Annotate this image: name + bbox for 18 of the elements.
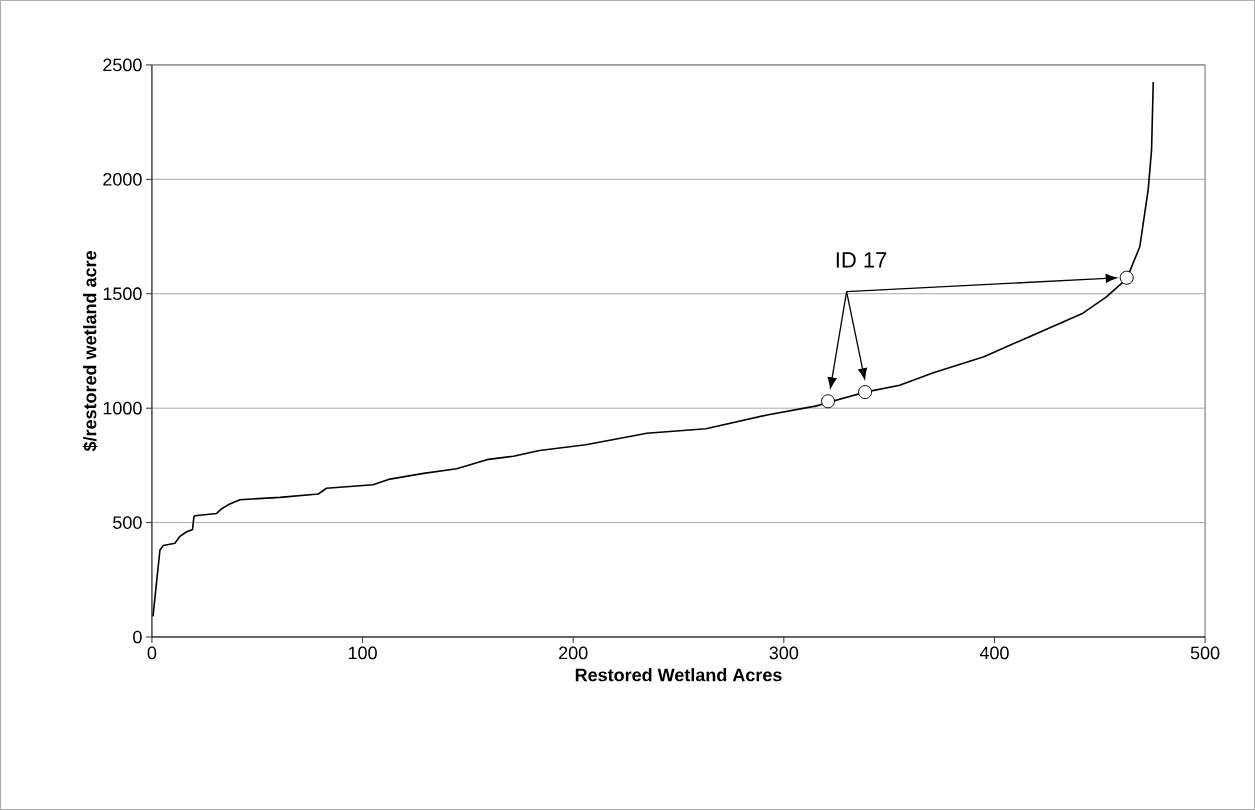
point <box>1119 270 1134 285</box>
y-tick-label: 2000 <box>103 172 142 186</box>
y-tick-label: 0 <box>133 630 142 644</box>
point <box>821 394 836 409</box>
x-axis-title: Restored Wetland Acres <box>575 668 782 682</box>
y-tick-label: 500 <box>113 516 142 529</box>
x-tick-label: 500 <box>1190 646 1220 660</box>
annotation: ID 17 <box>836 252 887 268</box>
x-tick-label: 200 <box>559 646 588 660</box>
y-tick-label: 1500 <box>103 287 142 301</box>
x-tick-label: 300 <box>769 646 799 660</box>
x-tick-label: 100 <box>348 646 377 660</box>
point <box>858 385 873 400</box>
y-tick-label: 1000 <box>103 401 142 415</box>
x-tick-label: 400 <box>979 646 1009 660</box>
y-tick-label: 2500 <box>103 58 142 72</box>
y-axis-title: $/restored wetland acre <box>82 251 98 452</box>
x-tick-label: 0 <box>147 646 157 660</box>
